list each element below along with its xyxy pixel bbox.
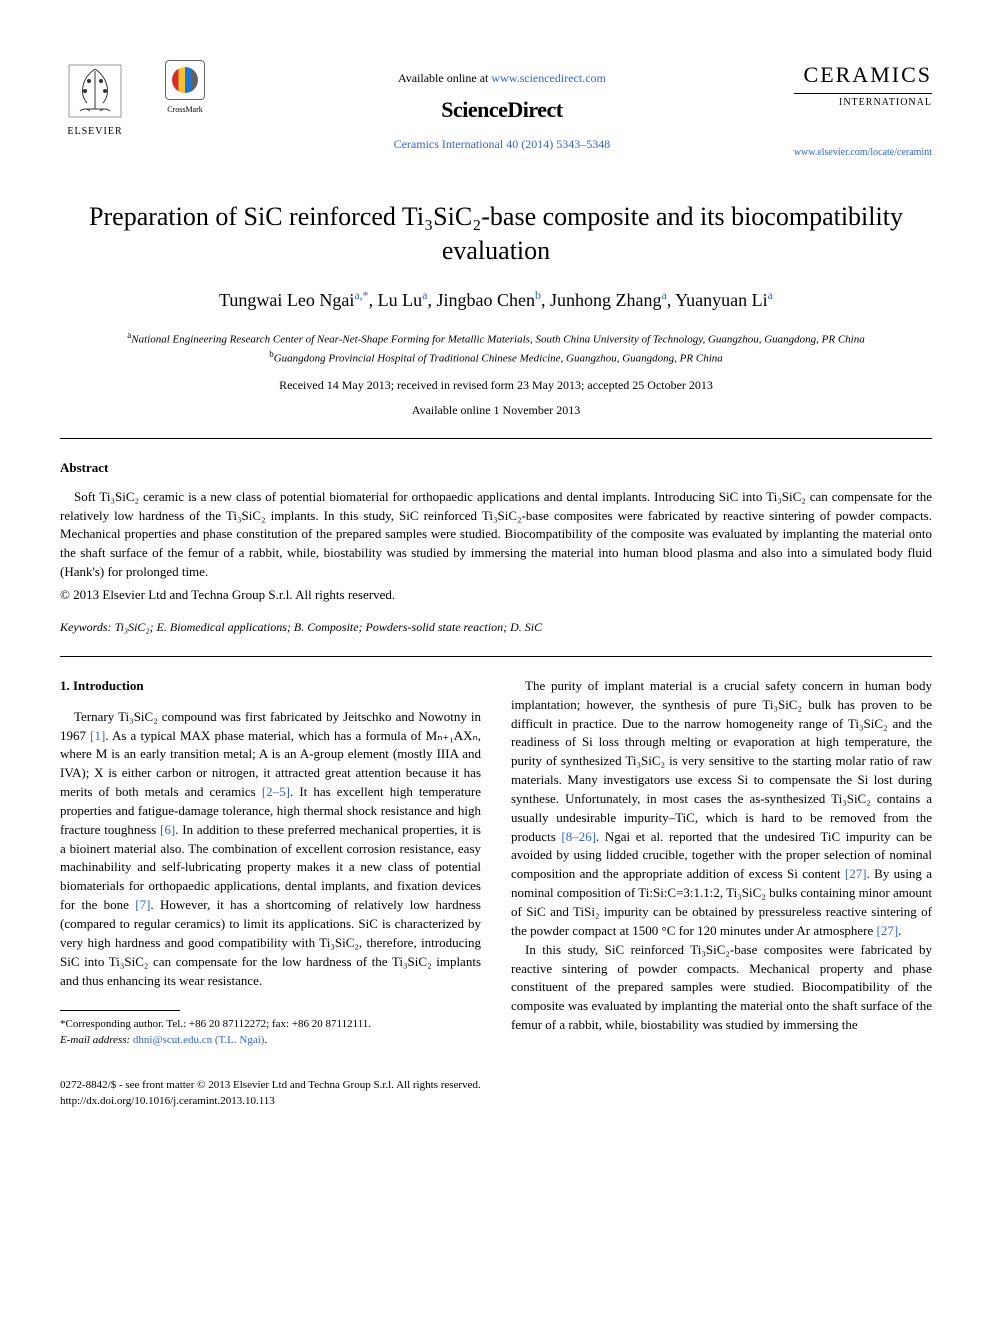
elsevier-logo: ELSEVIER [60, 60, 130, 140]
journal-name: CERAMICS [794, 60, 932, 91]
email-link[interactable]: dhni@scut.edu.cn (T.L. Ngai) [133, 1034, 265, 1046]
affiliation-text: Guangdong Provincial Hospital of Traditi… [274, 352, 723, 364]
text-segment: . [898, 923, 901, 938]
page-header: ELSEVIER CrossMark Available online at w… [60, 60, 932, 160]
journal-logo-block: CERAMICS INTERNATIONAL www.elsevier.com/… [794, 60, 932, 160]
author-sup[interactable]: b [535, 288, 541, 302]
abstract-heading: Abstract [60, 459, 932, 477]
citation-link[interactable]: [7] [135, 897, 150, 912]
affiliation-b: bGuangdong Provincial Hospital of Tradit… [60, 348, 932, 367]
header-center: Available online at www.sciencedirect.co… [210, 60, 794, 152]
intro-para-1: Ternary Ti₃SiC₂ compound was first fabri… [60, 708, 481, 991]
author-name: Yuanyuan Li [675, 290, 767, 310]
page-footer: 0272-8842/$ - see front matter © 2013 El… [60, 1078, 932, 1109]
keywords-text: Ti₃SiC₂; E. Biomedical applications; B. … [112, 620, 543, 634]
divider-top [60, 438, 932, 439]
sciencedirect-logo: ScienceDirect [210, 95, 794, 126]
affiliation-text: National Engineering Research Center of … [131, 333, 864, 345]
available-online-text: Available online at www.sciencedirect.co… [210, 70, 794, 87]
journal-url-link[interactable]: www.elsevier.com/locate/ceramint [794, 146, 932, 160]
citation-link[interactable]: [2–5] [262, 784, 290, 799]
citation-link[interactable]: [27] [845, 866, 867, 881]
abstract-text: Soft Ti₃SiC₂ ceramic is a new class of p… [60, 488, 932, 582]
introduction-heading: 1. Introduction [60, 677, 481, 696]
keywords-line: Keywords: Ti₃SiC₂; E. Biomedical applica… [60, 619, 932, 636]
author-name: Tungwai Leo Ngai [219, 290, 354, 310]
crossmark-badge[interactable]: CrossMark [160, 60, 210, 120]
citation-link[interactable]: [6] [160, 822, 175, 837]
corresponding-author-text: *Corresponding author. Tel.: +86 20 8711… [60, 1017, 481, 1032]
footnote-divider [60, 1010, 180, 1011]
intro-para-3: In this study, SiC reinforced Ti₃SiC₂-ba… [511, 941, 932, 1035]
author-sup[interactable]: a [422, 288, 427, 302]
intro-para-2: The purity of implant material is a cruc… [511, 677, 932, 941]
sciencedirect-url-link[interactable]: www.sciencedirect.com [491, 71, 606, 85]
text-segment: The purity of implant material is a cruc… [511, 678, 932, 844]
keywords-label: Keywords: [60, 620, 112, 634]
email-label: E-mail address: [60, 1034, 133, 1046]
author-5: Yuanyuan Lia [675, 290, 773, 310]
affiliation-a: aNational Engineering Research Center of… [60, 329, 932, 348]
author-name: Lu Lu [378, 290, 423, 310]
received-dates: Received 14 May 2013; received in revise… [60, 377, 932, 394]
journal-subtitle: INTERNATIONAL [794, 93, 932, 110]
elsevier-tree-icon [65, 61, 125, 121]
crossmark-icon [165, 60, 205, 100]
author-name: Jingbao Chen [437, 290, 536, 310]
email-suffix: . [264, 1034, 267, 1046]
doi-line: http://dx.doi.org/10.1016/j.ceramint.201… [60, 1094, 932, 1109]
author-4: Junhong Zhanga [550, 290, 667, 310]
abstract-body: Soft Ti₃SiC₂ ceramic is a new class of p… [60, 489, 932, 579]
author-3: Jingbao Chenb [437, 290, 542, 310]
left-column: 1. Introduction Ternary Ti₃SiC₂ compound… [60, 677, 481, 1048]
elsevier-label: ELSEVIER [67, 125, 122, 139]
journal-reference[interactable]: Ceramics International 40 (2014) 5343–53… [210, 136, 794, 153]
online-date: Available online 1 November 2013 [60, 402, 932, 419]
abstract-section: Abstract Soft Ti₃SiC₂ ceramic is a new c… [60, 459, 932, 604]
author-sup[interactable]: a [768, 288, 773, 302]
author-name: Junhong Zhang [550, 290, 662, 310]
citation-link[interactable]: [27] [877, 923, 899, 938]
email-line: E-mail address: dhni@scut.edu.cn (T.L. N… [60, 1033, 481, 1048]
corresponding-footnote: *Corresponding author. Tel.: +86 20 8711… [60, 1017, 481, 1048]
author-2: Lu Lua [378, 290, 428, 310]
divider-bottom [60, 656, 932, 657]
crossmark-label: CrossMark [167, 104, 203, 115]
affiliations: aNational Engineering Research Center of… [60, 329, 932, 367]
citation-link[interactable]: [1] [90, 728, 105, 743]
right-column: The purity of implant material is a cruc… [511, 677, 932, 1048]
available-prefix: Available online at [398, 71, 491, 85]
author-sup[interactable]: a,* [354, 288, 368, 302]
title-section: Preparation of SiC reinforced Ti₃SiC₂-ba… [60, 200, 932, 419]
left-logo-group: ELSEVIER CrossMark [60, 60, 210, 140]
article-title: Preparation of SiC reinforced Ti₃SiC₂-ba… [60, 200, 932, 268]
copyright-text: © 2013 Elsevier Ltd and Techna Group S.r… [60, 586, 932, 604]
author-sup[interactable]: a [662, 288, 667, 302]
issn-line: 0272-8842/$ - see front matter © 2013 El… [60, 1078, 932, 1093]
citation-link[interactable]: [8–26] [561, 829, 596, 844]
author-1: Tungwai Leo Ngaia,* [219, 290, 369, 310]
authors-list: Tungwai Leo Ngaia,*, Lu Lua, Jingbao Che… [60, 287, 932, 313]
content-columns: 1. Introduction Ternary Ti₃SiC₂ compound… [60, 677, 932, 1048]
